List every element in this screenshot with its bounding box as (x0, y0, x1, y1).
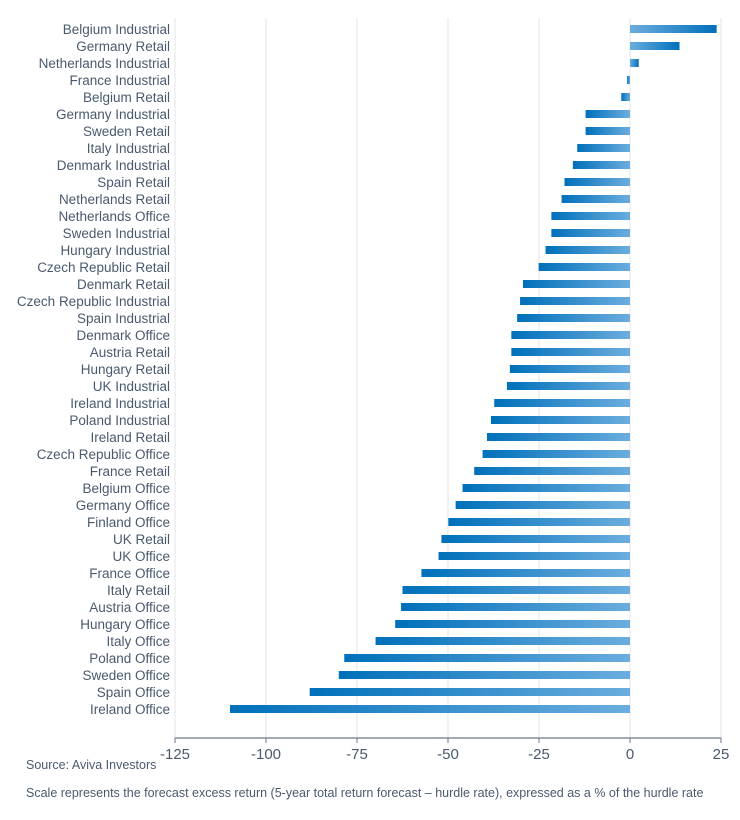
bar (462, 484, 630, 492)
category-label: Hungary Retail (81, 362, 170, 377)
category-label: Belgium Industrial (63, 22, 170, 37)
category-label: Hungary Office (80, 617, 170, 632)
bar (585, 127, 630, 135)
category-label: Germany Industrial (56, 107, 170, 122)
category-label: Denmark Industrial (57, 158, 170, 173)
category-label: Czech Republic Industrial (17, 294, 170, 309)
category-label: UK Office (112, 549, 170, 564)
category-label: Austria Office (89, 600, 170, 615)
bar (511, 331, 630, 339)
category-label: Austria Retail (90, 345, 170, 360)
bar (395, 620, 630, 628)
bar (441, 535, 630, 543)
bar (438, 552, 630, 560)
category-label: Ireland Retail (90, 430, 170, 445)
x-tick-label: -75 (346, 746, 368, 760)
bar (585, 110, 630, 118)
bar (344, 654, 630, 662)
bar (627, 76, 630, 84)
x-tick-label: 0 (626, 746, 634, 760)
bar (551, 212, 630, 220)
bar (482, 450, 630, 458)
category-label: Netherlands Office (58, 209, 170, 224)
bar (402, 586, 630, 594)
category-label: UK Retail (113, 532, 170, 547)
bar (572, 161, 630, 169)
x-tick-label: -25 (528, 746, 550, 760)
bar (517, 314, 630, 322)
category-label: UK Industrial (93, 379, 170, 394)
scale-note: Scale represents the forecast excess ret… (26, 786, 704, 800)
category-label: Sweden Office (82, 668, 170, 683)
category-label: Denmark Office (76, 328, 170, 343)
bar (630, 59, 639, 67)
category-label: Sweden Industrial (63, 226, 170, 241)
bar (577, 144, 630, 152)
bar-chart: Belgium Industrial Germany Retail Netherla… (17, 18, 730, 760)
category-label: Ireland Industrial (70, 396, 170, 411)
category-label: Belgium Office (82, 481, 170, 496)
bar (564, 178, 630, 186)
bar (630, 25, 717, 33)
bar (522, 280, 630, 288)
category-label: Ireland Office (90, 702, 170, 717)
bar (448, 518, 630, 526)
bar (490, 416, 630, 424)
category-label: Hungary Industrial (60, 243, 170, 258)
bar (520, 297, 630, 305)
source-note: Source: Aviva Investors (26, 758, 157, 772)
x-tick-label: -100 (251, 746, 281, 760)
bar (545, 246, 630, 254)
category-label: Netherlands Retail (59, 192, 170, 207)
bar (630, 42, 680, 50)
bar (511, 348, 630, 356)
category-label: Poland Industrial (69, 413, 170, 428)
category-label: Belgium Retail (83, 90, 170, 105)
category-label: France Retail (90, 464, 170, 479)
category-label: Spain Retail (97, 175, 170, 190)
category-label: Poland Office (89, 651, 170, 666)
bar (375, 637, 630, 645)
category-label: Germany Office (76, 498, 170, 513)
bar (494, 399, 630, 407)
category-label: Czech Republic Retail (37, 260, 170, 275)
category-label: Spain Office (97, 685, 170, 700)
x-tick-label: -50 (437, 746, 459, 760)
category-label: Germany Retail (76, 39, 170, 54)
bar (509, 365, 630, 373)
category-label: France Office (89, 566, 170, 581)
bar (538, 263, 630, 271)
bar (486, 433, 630, 441)
bar (621, 93, 630, 101)
category-label: Finland Office (87, 515, 170, 530)
bar (551, 229, 630, 237)
bar (309, 688, 630, 696)
category-label: France Industrial (69, 73, 170, 88)
category-label: Netherlands Industrial (39, 56, 170, 71)
category-label: Sweden Retail (83, 124, 170, 139)
category-label: Italy Office (106, 634, 170, 649)
category-label: Italy Retail (107, 583, 170, 598)
bar (561, 195, 630, 203)
x-tick-label: -125 (160, 746, 190, 760)
bar (401, 603, 630, 611)
bar (421, 569, 630, 577)
bar (229, 705, 631, 713)
category-label: Denmark Retail (77, 277, 170, 292)
bar (455, 501, 630, 509)
bar (338, 671, 630, 679)
category-label: Czech Republic Office (37, 447, 170, 462)
bar (506, 382, 630, 390)
x-tick-label: 25 (713, 746, 730, 760)
bar (474, 467, 630, 475)
category-label: Italy Industrial (87, 141, 170, 156)
category-label: Spain Industrial (77, 311, 170, 326)
